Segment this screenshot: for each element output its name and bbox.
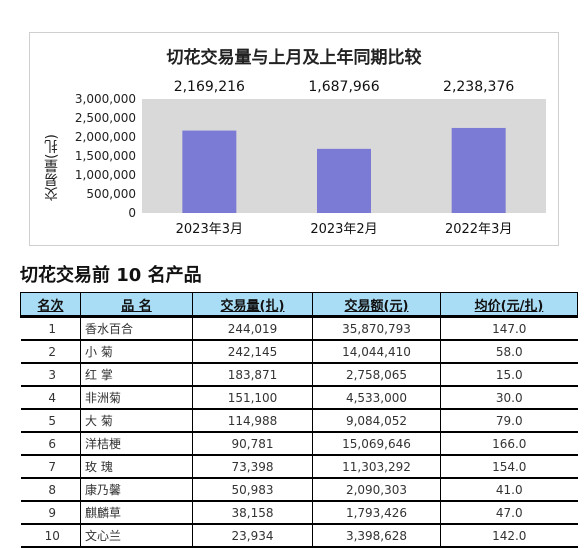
amount-cell: 4,533,000 [312, 386, 441, 410]
table-row: 4 非洲菊 151,100 4,533,000 30.0 [20, 386, 578, 410]
header-amount: 交易额(元) [312, 292, 441, 318]
bar-chart: 3,000,000 2,500,000 2,000,000 1,500,000 1,00… [75, 79, 546, 237]
data-label: 2,238,376 [443, 79, 514, 95]
header-volume: 交易量(扎) [192, 292, 313, 318]
chart-title: 切花交易量与上月及上年同期比较 [166, 48, 422, 68]
amount-cell: 14,044,410 [312, 340, 441, 364]
volume-cell: 90,781 [192, 432, 313, 456]
rank-cell: 10 [20, 524, 81, 548]
rank-cell: 4 [20, 386, 81, 410]
table-row: 8 康乃馨 50,983 2,090,303 41.0 [20, 478, 578, 502]
x-tick-label: 2022年3月 [445, 222, 512, 237]
volume-cell: 23,934 [192, 524, 313, 548]
y-tick-label: 1,000,000 [75, 168, 136, 182]
avg-price-cell: 30.0 [440, 386, 578, 410]
amount-cell: 1,793,426 [312, 501, 441, 525]
amount-cell: 35,870,793 [312, 316, 441, 341]
table-row: 10 文心兰 23,934 3,398,628 142.0 [20, 524, 578, 548]
y-tick-label: 0 [128, 206, 136, 220]
amount-cell: 3,398,628 [312, 524, 441, 548]
header-avg-price: 均价(元/扎) [440, 292, 578, 318]
name-cell: 红 掌 [80, 363, 193, 387]
avg-price-cell: 58.0 [440, 340, 578, 364]
volume-cell: 114,988 [192, 409, 313, 433]
volume-cell: 151,100 [192, 386, 313, 410]
table-row: 1 香水百合 244,019 35,870,793 147.0 [20, 316, 578, 341]
x-tick-label: 2023年2月 [310, 222, 377, 237]
y-tick-label: 500,000 [86, 187, 136, 201]
rank-cell: 9 [20, 501, 81, 525]
amount-cell: 15,069,646 [312, 432, 441, 456]
avg-price-cell: 15.0 [440, 363, 578, 387]
amount-cell: 2,090,303 [312, 478, 441, 502]
y-tick-label: 1,500,000 [75, 149, 136, 163]
top10-table: 名次 品 名 交易量(扎) 交易额(元) 均价(元/扎) 1 香水百合 244,01… [20, 292, 578, 548]
avg-price-cell: 79.0 [440, 409, 578, 433]
avg-price-cell: 166.0 [440, 432, 578, 456]
name-cell: 大 菊 [80, 409, 193, 433]
volume-cell: 73,398 [192, 455, 313, 479]
avg-price-cell: 147.0 [440, 316, 578, 341]
name-cell: 文心兰 [80, 524, 193, 548]
amount-cell: 2,758,065 [312, 363, 441, 387]
volume-cell: 38,158 [192, 501, 313, 525]
bar [182, 130, 237, 213]
rank-cell: 6 [20, 432, 81, 456]
rank-cell: 3 [20, 363, 81, 387]
x-tick-label: 2023年3月 [176, 222, 243, 237]
avg-price-cell: 154.0 [440, 455, 578, 479]
name-cell: 康乃馨 [80, 478, 193, 502]
amount-cell: 11,303,292 [312, 455, 441, 479]
y-tick-label: 2,500,000 [75, 111, 136, 125]
volume-cell: 50,983 [192, 478, 313, 502]
rank-cell: 2 [20, 340, 81, 364]
name-cell: 洋桔梗 [80, 432, 193, 456]
data-label: 1,687,966 [308, 79, 379, 95]
table-title: 切花交易前 10 名产品 [20, 265, 202, 286]
bar [451, 127, 506, 213]
avg-price-cell: 47.0 [440, 501, 578, 525]
amount-cell: 9,084,052 [312, 409, 441, 433]
rank-cell: 8 [20, 478, 81, 502]
bar [317, 148, 371, 213]
table-row: 6 洋桔梗 90,781 15,069,646 166.0 [20, 432, 578, 456]
header-name: 品 名 [80, 292, 193, 318]
avg-price-cell: 142.0 [440, 524, 578, 548]
volume-cell: 183,871 [192, 363, 313, 387]
table-header-row: 名次 品 名 交易量(扎) 交易额(元) 均价(元/扎) [20, 292, 578, 318]
name-cell: 麒麟草 [80, 501, 193, 525]
y-tick-label: 2,000,000 [75, 130, 136, 144]
name-cell: 香水百合 [80, 316, 193, 341]
volume-cell: 244,019 [192, 316, 313, 341]
avg-price-cell: 41.0 [440, 478, 578, 502]
rank-cell: 1 [20, 316, 81, 341]
name-cell: 小 菊 [80, 340, 193, 364]
data-label: 2,169,216 [174, 79, 245, 95]
chart-panel: 切花交易量与上月及上年同期比较 交易量(扎) 3,000,000 2,500,00… [29, 32, 559, 246]
name-cell: 非洲菊 [80, 386, 193, 410]
rank-cell: 7 [20, 455, 81, 479]
name-cell: 玫 瑰 [80, 455, 193, 479]
table-row: 9 麒麟草 38,158 1,793,426 47.0 [20, 501, 578, 525]
header-rank: 名次 [20, 292, 81, 318]
y-tick-label: 3,000,000 [75, 92, 136, 106]
rank-cell: 5 [20, 409, 81, 433]
volume-cell: 242,145 [192, 340, 313, 364]
